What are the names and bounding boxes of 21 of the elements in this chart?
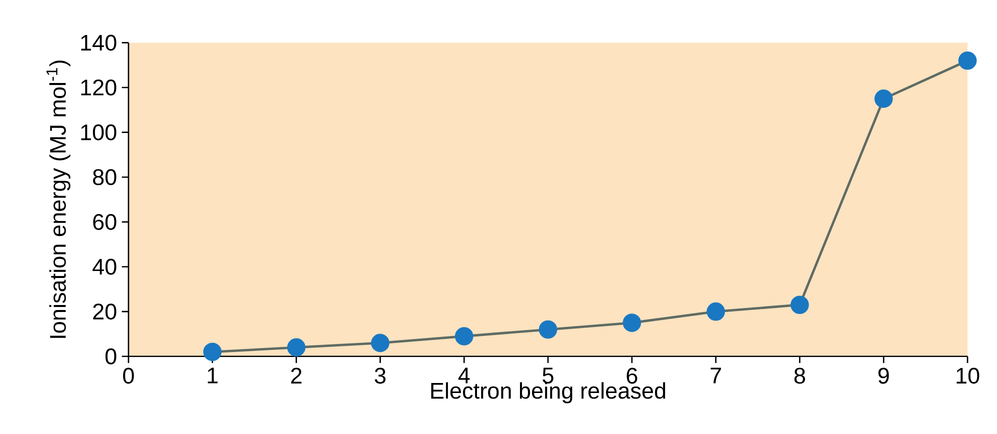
y-tick-label: 120 — [81, 80, 116, 96]
x-tick-label: 7 — [710, 368, 721, 384]
y-axis-title: Ionisation energy (MJ mol$^{-1}$) — [46, 60, 70, 338]
y-tick-label: 0 — [105, 348, 116, 364]
x-tick-label: 8 — [794, 368, 806, 384]
x-tick-label: 10 — [956, 368, 980, 384]
y-tick-label: 60 — [93, 214, 116, 230]
y-tick-label: 100 — [81, 124, 116, 140]
x-axis-title: Electron being released — [431, 382, 666, 404]
y-tick-label: 40 — [92, 258, 116, 275]
x-tick-label: 3 — [374, 368, 386, 384]
x-tick-label: 6 — [626, 368, 638, 384]
x-tick-label: 9 — [878, 368, 889, 384]
y-tick-label: 140 — [81, 34, 116, 51]
y-tick-label: 80 — [93, 169, 116, 186]
x-tick-label: 0 — [123, 368, 134, 384]
y-tick-label: 20 — [93, 304, 116, 320]
x-tick-label: 1 — [208, 368, 218, 384]
x-tick-label: 5 — [542, 368, 554, 384]
x-tick-label: 4 — [458, 368, 470, 384]
x-tick-label: 2 — [291, 368, 302, 384]
